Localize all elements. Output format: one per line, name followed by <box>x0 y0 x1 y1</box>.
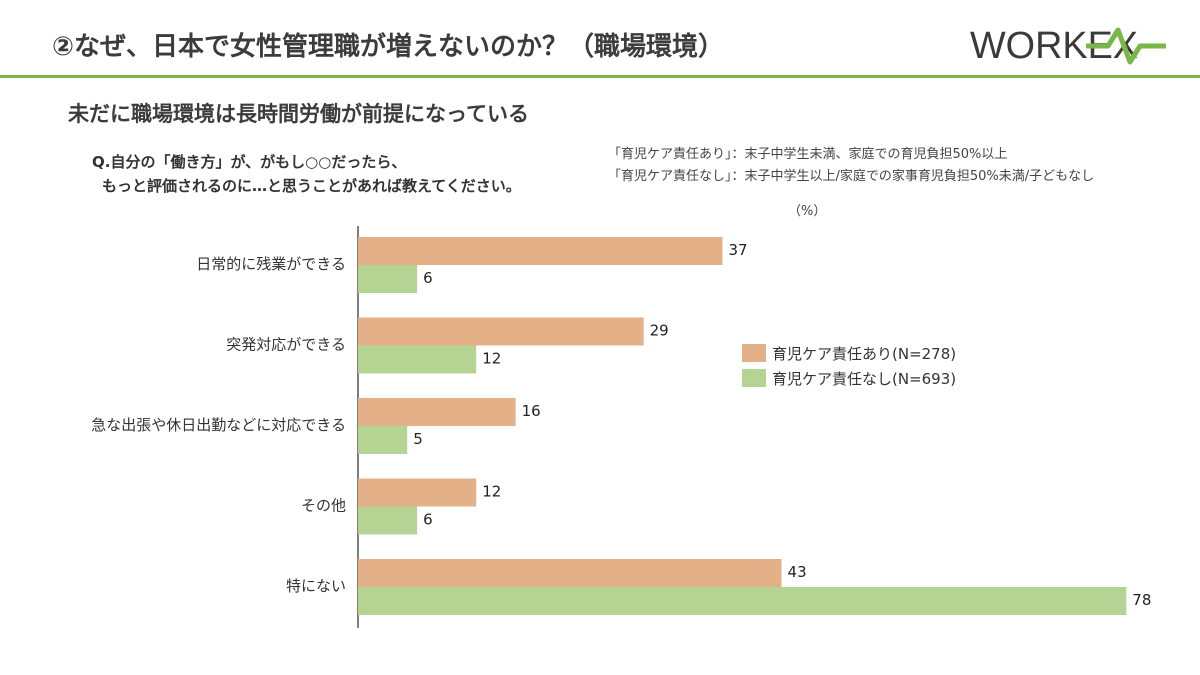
bar-with-care-responsibility <box>358 398 516 426</box>
data-label: 43 <box>788 563 807 581</box>
category-label: 特にない <box>286 577 346 595</box>
note-line-1: 「育児ケア責任あり」：末子中学生未満、家庭での育児負担50%以上 <box>608 147 1008 162</box>
legend-swatch <box>742 369 766 387</box>
category-label: 突発対応ができる <box>226 336 346 354</box>
bar-with-care-responsibility <box>358 237 723 265</box>
data-label: 29 <box>650 322 669 340</box>
survey-question: Q.自分の「働き方」が、がもし○○だったら、 もっと評価されるのに…と思うことが… <box>92 150 521 198</box>
data-label: 6 <box>423 511 433 529</box>
legend-label: 育児ケア責任なし(N=693) <box>772 370 956 388</box>
header-divider <box>0 75 1200 78</box>
data-label: 5 <box>413 430 423 448</box>
bar-without-care-responsibility <box>358 426 408 454</box>
data-label: 78 <box>1132 591 1151 609</box>
bar-without-care-responsibility <box>358 506 418 535</box>
note-line-2: 「育児ケア責任なし」：末子中学生以上/家庭での家事育児負担50%未満/子どもなし <box>608 169 1095 184</box>
bar-without-care-responsibility <box>358 587 1127 615</box>
definition-notes: 「育児ケア責任あり」：末子中学生未満、家庭での育児負担50%以上 「育児ケア責任… <box>608 144 1094 188</box>
question-line-1: Q.自分の「働き方」が、がもし○○だったら、 <box>92 153 407 171</box>
legend-label: 育児ケア責任あり(N=278) <box>772 345 956 363</box>
legend-swatch <box>742 344 766 362</box>
chart-subtitle: 未だに職場環境は長時間労働が前提になっている <box>68 102 529 126</box>
bar-without-care-responsibility <box>358 345 477 374</box>
data-label: 16 <box>522 402 541 420</box>
workex-logo: WORKEX <box>970 25 1166 67</box>
slide-title: ②なぜ、日本で女性管理職が増えないのか？（職場環境） <box>52 32 725 62</box>
bar-with-care-responsibility <box>358 478 477 507</box>
logo-pulse-line <box>1086 27 1166 65</box>
data-label: 12 <box>482 483 501 501</box>
data-label: 37 <box>728 241 747 259</box>
logo-text: WORKEX <box>970 25 1138 67</box>
bar-chart: 日常的に残業ができる 37 6 突発対応ができる 29 12 急な出張や休日出勤などに対応で… <box>91 226 1151 628</box>
bar-with-care-responsibility <box>358 559 782 587</box>
category-label: 日常的に残業ができる <box>196 255 346 273</box>
category-label: 急な出張や休日出勤などに対応できる <box>91 416 346 434</box>
unit-label: （%） <box>788 204 827 219</box>
bar-without-care-responsibility <box>358 265 418 293</box>
data-label: 12 <box>482 350 501 368</box>
question-line-2: もっと評価されるのに…と思うことがあれば教えてください。 <box>102 177 521 195</box>
data-label: 6 <box>423 269 433 287</box>
bar-with-care-responsibility <box>358 317 644 346</box>
category-label: その他 <box>301 497 346 515</box>
